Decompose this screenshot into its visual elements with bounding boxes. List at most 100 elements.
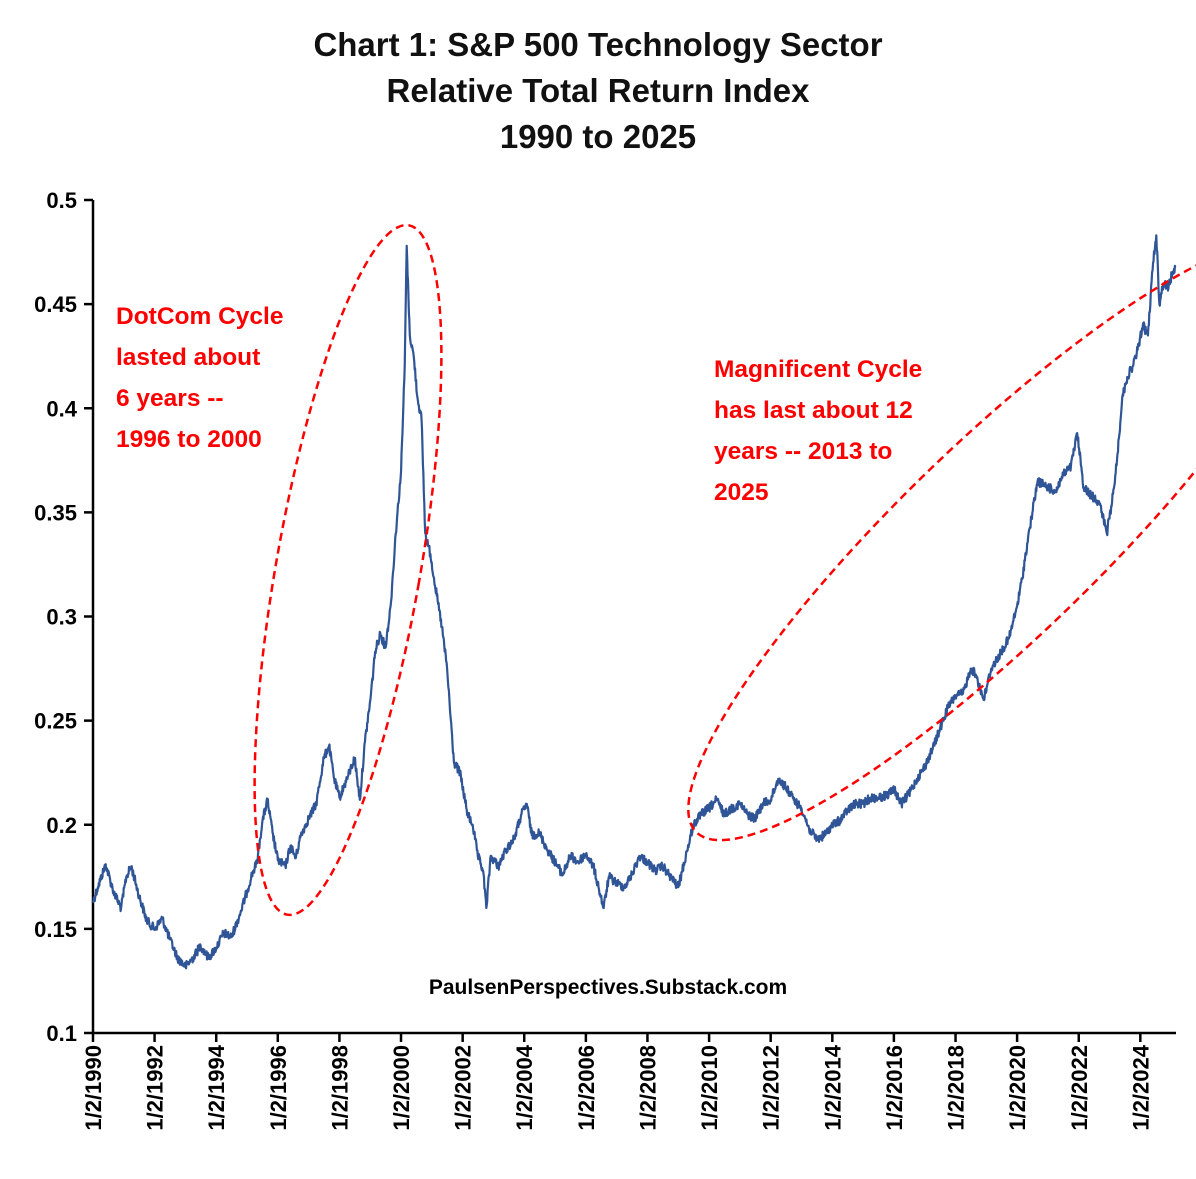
x-tick-label: 1/2/2024	[1128, 1044, 1153, 1130]
annotation-magnificent: Magnificent Cycle has last about 12 year…	[714, 356, 922, 506]
series-point	[271, 832, 274, 834]
series-point	[353, 757, 356, 759]
series-point	[1171, 272, 1174, 274]
series-point	[1167, 286, 1170, 289]
series-point	[284, 865, 287, 868]
x-tick-label: 1/2/2010	[697, 1045, 722, 1131]
series-point	[777, 778, 780, 780]
series-point	[471, 823, 474, 826]
series-point	[623, 886, 626, 889]
series-point	[230, 936, 233, 939]
series-point	[893, 788, 895, 791]
series-point	[815, 838, 818, 841]
series-point	[485, 907, 488, 909]
series-point	[1142, 324, 1144, 326]
series-point	[646, 861, 649, 864]
series-point	[256, 861, 258, 864]
series-point	[276, 859, 279, 862]
series-point	[1121, 396, 1124, 399]
series-point	[869, 796, 872, 799]
x-tick-label: 1/2/2000	[389, 1045, 414, 1131]
series-point	[328, 744, 330, 747]
series-point	[838, 819, 841, 822]
series-point	[975, 673, 977, 676]
chart-title: Chart 1: S&P 500 Technology Sector Relat…	[0, 22, 1196, 160]
series-point	[384, 646, 387, 649]
series-point	[761, 803, 764, 805]
y-tick-label: 0.25	[34, 709, 77, 734]
series-point	[251, 873, 253, 876]
series-point	[1155, 234, 1158, 237]
series-point	[916, 778, 918, 780]
series-point	[184, 965, 187, 968]
annotation-dotcom: DotCom Cycle lasted about 6 years -- 199…	[116, 303, 283, 453]
x-tick-label: 1/2/2020	[1005, 1045, 1030, 1131]
series-point	[453, 761, 455, 764]
series-point	[1026, 542, 1029, 545]
series-point	[97, 886, 99, 889]
x-tick-label: 1/2/1996	[266, 1045, 291, 1131]
series-layer	[92, 234, 1177, 970]
series-point	[715, 798, 718, 801]
series-point	[238, 915, 241, 918]
x-tick-label: 1/2/2014	[820, 1044, 845, 1130]
series-point	[769, 798, 772, 801]
series-point	[459, 771, 461, 774]
series-point	[615, 882, 618, 884]
series-point	[1070, 465, 1072, 468]
x-tick-label: 1/2/1994	[204, 1044, 229, 1130]
series-point	[145, 919, 148, 922]
series-point	[862, 803, 864, 805]
series-point	[939, 728, 941, 730]
x-tick-label: 1/2/2002	[451, 1045, 476, 1131]
series-point	[346, 778, 348, 780]
series-point	[322, 757, 325, 759]
series-point	[112, 890, 115, 893]
series-point	[379, 632, 382, 635]
series-point	[1147, 334, 1149, 337]
series-point	[333, 778, 336, 780]
series-point	[138, 894, 140, 897]
series-point	[403, 365, 406, 368]
series-point	[530, 834, 533, 837]
series-point	[1152, 261, 1154, 264]
series-point	[561, 873, 564, 876]
series-point	[489, 855, 492, 857]
x-tick-label: 1/2/1990	[81, 1045, 106, 1131]
series-point	[846, 809, 849, 812]
chart-title-line-3: 1990 to 2025	[499, 118, 697, 155]
series-point	[429, 553, 432, 555]
series-point	[1008, 636, 1011, 639]
series-point	[597, 886, 600, 889]
series-point	[412, 355, 415, 358]
series-point	[92, 900, 94, 903]
series-point	[358, 798, 361, 801]
series-point	[1047, 486, 1049, 489]
series-point	[577, 861, 579, 864]
series-point	[754, 817, 756, 820]
series-point	[299, 834, 302, 837]
series-point	[931, 748, 934, 751]
series-point	[389, 605, 392, 607]
annotation-magnificent-line-4: 2025	[714, 479, 769, 506]
series-point	[315, 803, 318, 805]
series-point	[908, 792, 911, 795]
series-point	[962, 692, 964, 695]
series-point	[1105, 532, 1108, 535]
x-tick-label: 1/2/1992	[143, 1045, 168, 1131]
chart-title-line-1: Chart 1: S&P 500 Technology Sector	[313, 26, 883, 63]
x-tick-label: 1/2/2008	[635, 1045, 660, 1131]
series-point	[497, 865, 500, 868]
series-point	[199, 944, 202, 947]
series-point	[982, 698, 985, 701]
series-point	[176, 957, 179, 959]
series-point	[215, 946, 218, 949]
x-tick-label: 1/2/2004	[512, 1044, 537, 1130]
series-point	[630, 873, 633, 876]
series-point	[708, 807, 711, 809]
y-tick-label: 0.15	[34, 917, 77, 942]
series-point	[1111, 501, 1113, 503]
series-point	[104, 863, 107, 866]
series-point	[482, 869, 484, 872]
series-point	[400, 469, 402, 472]
